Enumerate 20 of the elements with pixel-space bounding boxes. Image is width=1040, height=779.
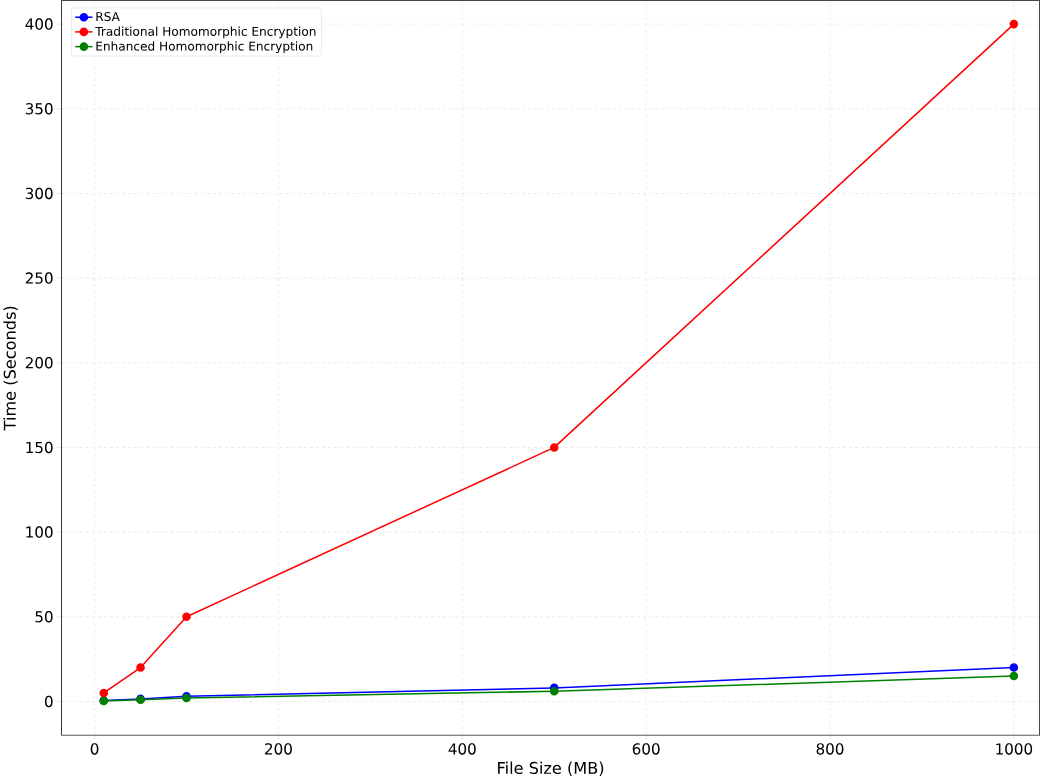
y-tick-label: 0 [44,695,53,708]
legend-label: Traditional Homomorphic Encryption [95,26,316,39]
x-tick-label: 0 [90,743,99,755]
x-tick-label: 1000 [996,743,1033,755]
y-tick-label: 400 [25,18,53,30]
x-tick-label: 400 [448,743,476,755]
y-tick-label: 100 [26,526,53,538]
y-tick-label: 300 [25,187,53,200]
y-tick-label: 50 [35,610,53,623]
x-tick-label: 600 [632,743,660,755]
y-tick-label: 250 [25,272,53,284]
y-tick-label: 350 [25,102,53,115]
x-tick-label: 200 [265,743,292,755]
x-axis-title: File Size (MB) [498,761,604,776]
legend-label: RSA [96,11,120,21]
x-tick-label: 800 [816,743,844,755]
y-tick-label: 200 [25,356,53,369]
legend-label: Enhanced Homomorphic Encryption [96,41,313,53]
y-tick-label: 150 [26,441,53,454]
y-axis-title: Time (Seconds) [3,306,18,431]
